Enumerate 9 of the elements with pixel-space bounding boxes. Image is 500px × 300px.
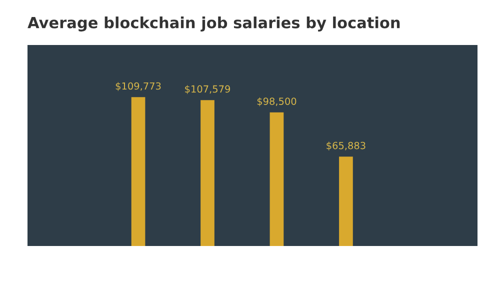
bar <box>339 156 353 246</box>
data-label: $109,773 <box>116 82 161 91</box>
bar <box>200 100 214 246</box>
data-label: $65,883 <box>326 142 366 150</box>
chart-title: Average blockchain job salaries by location <box>28 16 400 32</box>
bar <box>270 112 284 246</box>
data-label: $107,579 <box>185 85 230 94</box>
data-label: $98,500 <box>257 97 296 106</box>
bar <box>131 97 146 246</box>
